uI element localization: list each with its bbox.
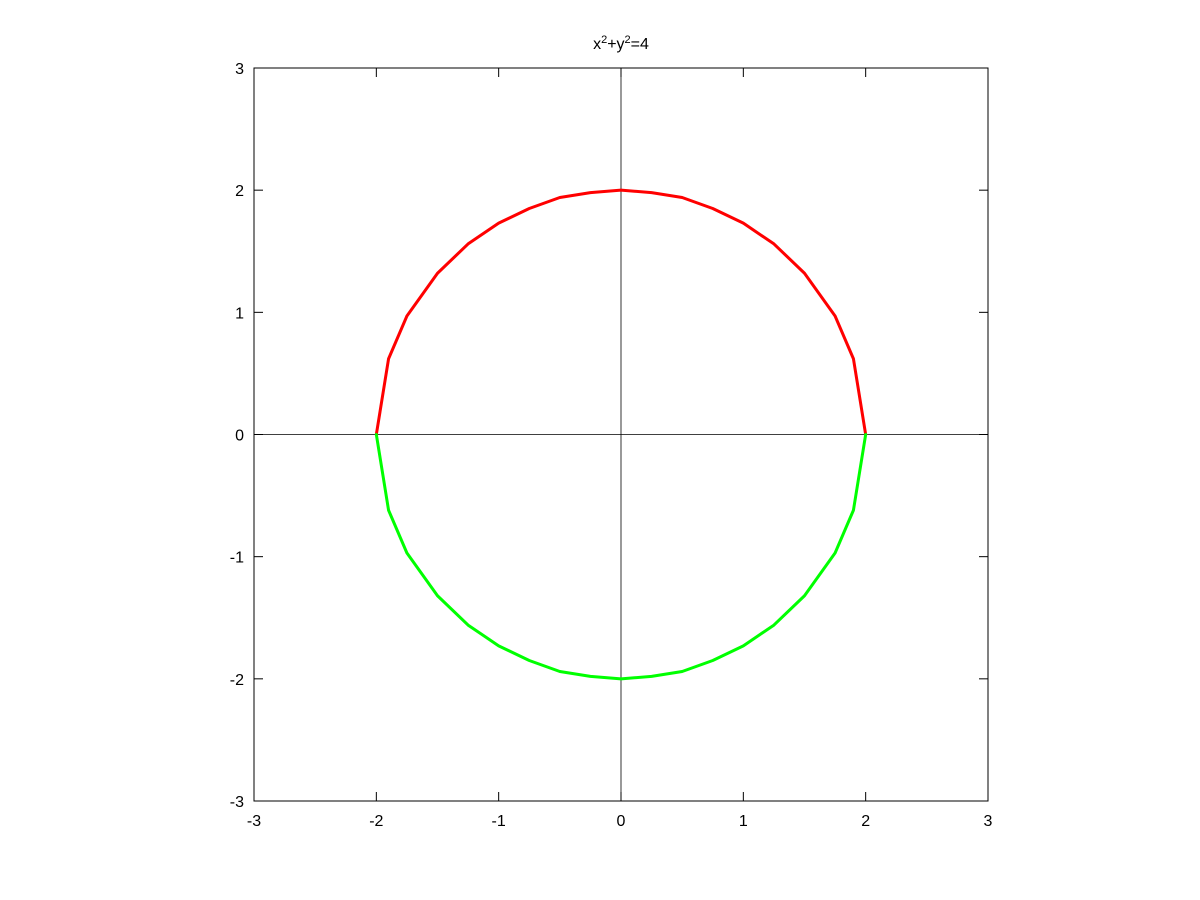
x-tick-label: 1 — [739, 813, 748, 830]
y-tick-label: 2 — [235, 183, 244, 200]
y-tick-label: -3 — [230, 794, 244, 811]
x-tick-label: 3 — [984, 813, 993, 830]
y-axis-ticks: -3 -2 -1 0 1 2 3 — [230, 61, 988, 811]
zero-axes — [254, 68, 988, 801]
title-segment: =4 — [631, 36, 649, 53]
y-tick-label: 0 — [235, 428, 244, 445]
x-tick-label: -1 — [492, 813, 506, 830]
title-superscript: 2 — [601, 34, 607, 46]
title-segment: x — [593, 36, 601, 53]
title-superscript: 2 — [625, 34, 631, 46]
y-tick-label: 1 — [235, 305, 244, 322]
y-tick-label: -1 — [230, 550, 244, 567]
series-layer — [374, 188, 868, 681]
x-tick-label: -2 — [369, 813, 383, 830]
x-tick-label: -3 — [247, 813, 261, 830]
y-tick-label: 3 — [235, 61, 244, 78]
x-tick-label: 2 — [861, 813, 870, 830]
series-line-1 — [374, 188, 868, 436]
y-tick-label: -2 — [230, 672, 244, 689]
x-axis-ticks: -3 -2 -1 0 1 2 3 — [247, 68, 993, 830]
series-line-2 — [374, 433, 868, 681]
chart-title: x2+y2=4 — [593, 34, 649, 53]
x-tick-label: 0 — [617, 813, 626, 830]
title-segment: +y — [607, 36, 624, 53]
